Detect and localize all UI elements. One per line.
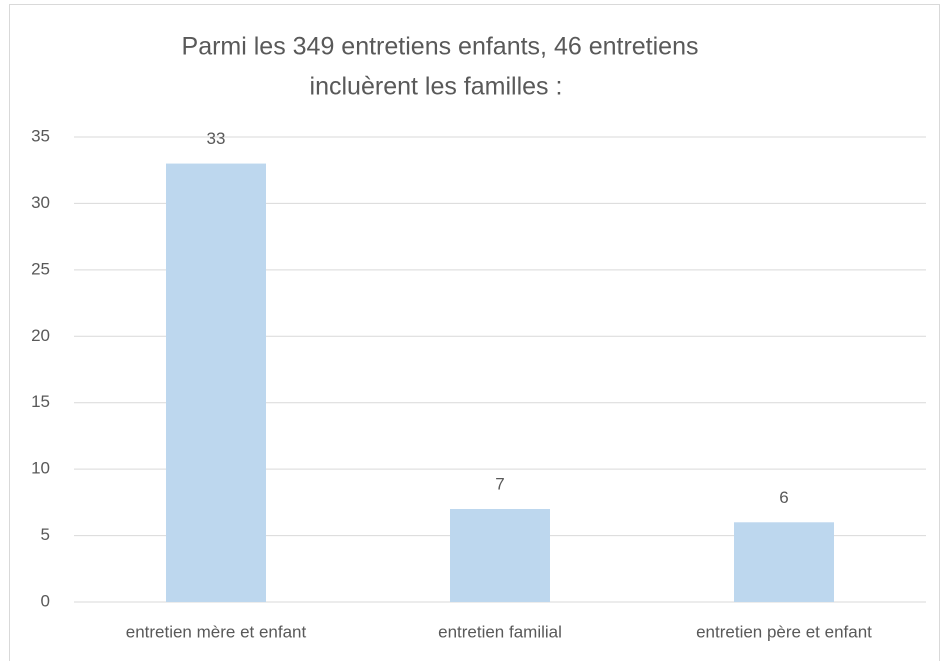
data-label: 33	[207, 129, 226, 148]
y-tick-label: 10	[31, 459, 50, 478]
x-tick-label: entretien père et enfant	[696, 622, 872, 641]
x-tick-label: entretien familial	[438, 622, 562, 641]
y-tick-label: 30	[31, 193, 50, 212]
chart-title: Parmi les 349 entretiens enfants, 46 ent…	[182, 33, 699, 61]
chart-title: incluèrent les familles :	[310, 73, 563, 101]
y-tick-label: 20	[31, 326, 50, 345]
y-tick-label: 15	[31, 392, 50, 411]
bar	[734, 522, 834, 602]
y-tick-label: 5	[41, 525, 50, 544]
y-tick-label: 35	[31, 126, 50, 145]
data-label: 6	[779, 488, 788, 507]
bar	[450, 509, 550, 602]
y-tick-label: 0	[41, 591, 50, 610]
y-tick-label: 25	[31, 259, 50, 278]
data-label: 7	[495, 474, 504, 493]
x-tick-label: entretien mère et enfant	[126, 622, 307, 641]
bar	[166, 163, 266, 603]
